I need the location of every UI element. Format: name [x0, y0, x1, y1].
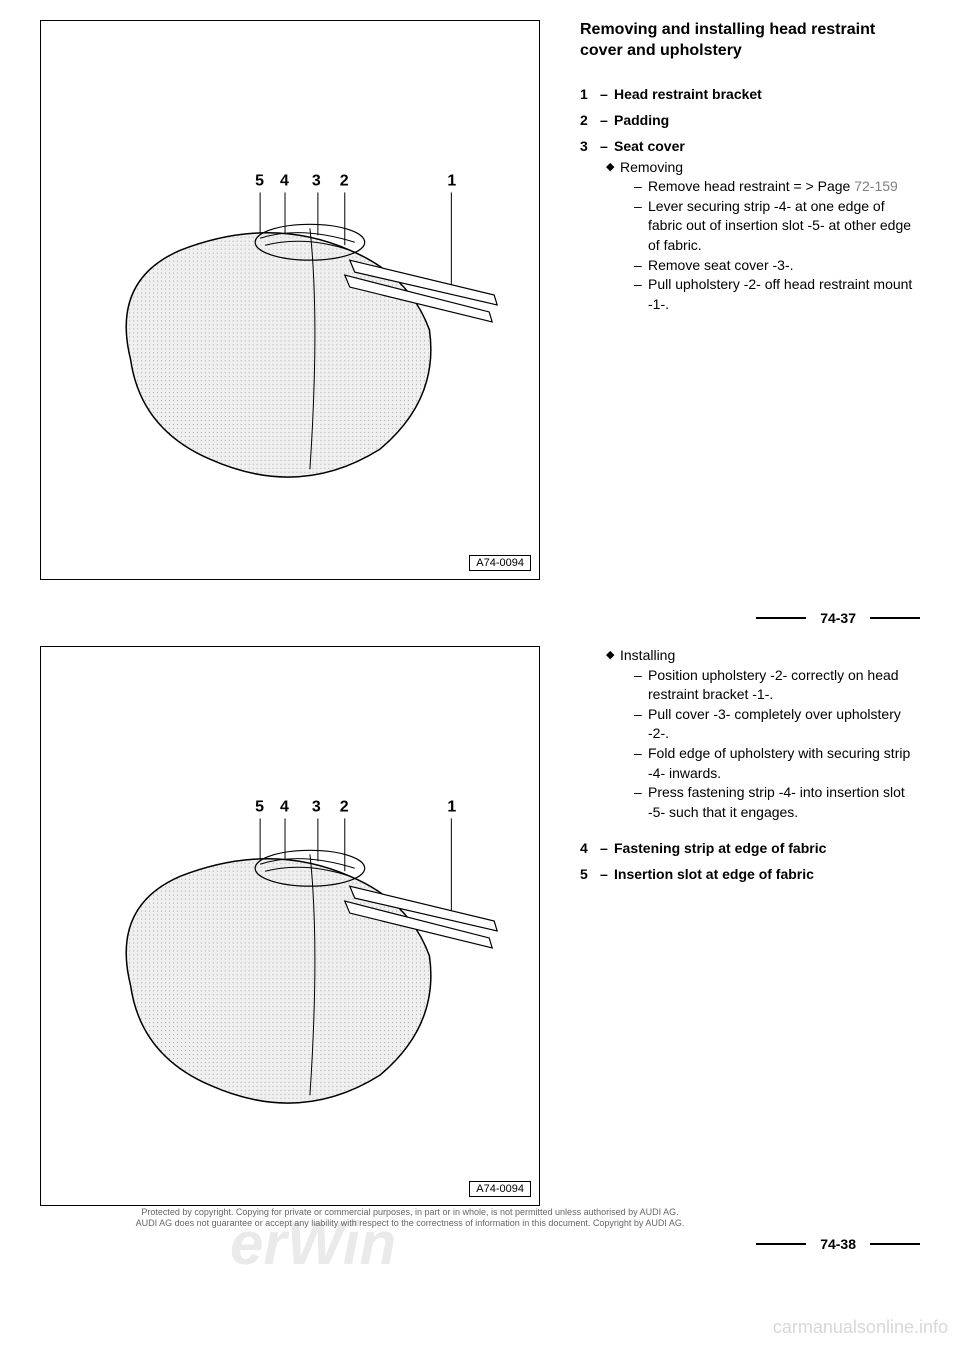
removing-bullet: ◆ Removing — [606, 158, 920, 178]
diamond-icon: ◆ — [606, 648, 620, 663]
svg-text:3: 3 — [312, 798, 321, 815]
svg-text:4: 4 — [280, 172, 289, 189]
installing-step-1: – Position upholstery -2- correctly on h… — [634, 666, 920, 705]
item-num: 3 — [580, 138, 600, 154]
item-num: 2 — [580, 112, 600, 128]
svg-text:1: 1 — [447, 172, 456, 189]
page-number: 74-37 — [806, 610, 870, 626]
svg-text:2: 2 — [340, 172, 349, 189]
item-5: 5 – Insertion slot at edge of fabric — [580, 866, 920, 882]
removing-step-1: – Remove head restraint = > Page 72-159 — [634, 177, 920, 197]
site-watermark: carmanualsonline.info — [773, 1317, 948, 1338]
figure-box-2: 5 4 3 2 1 A74-0094 — [40, 646, 540, 1206]
item-3: 3 – Seat cover — [580, 138, 920, 154]
page-ref-link[interactable]: 72-159 — [854, 178, 898, 194]
headrest-diagram-2: 5 4 3 2 1 — [41, 647, 539, 1205]
item-label: Head restraint bracket — [614, 86, 762, 102]
item-dash: – — [600, 138, 614, 154]
page-number-row-2: 74-38 — [40, 1236, 920, 1252]
section-title: Removing and installing head restraint c… — [580, 20, 920, 62]
page-section-2: 5 4 3 2 1 A74-0094 — [40, 646, 920, 1206]
installing-step-4: – Press fastening strip -4- into inserti… — [634, 783, 920, 822]
removing-label: Removing — [620, 158, 683, 178]
svg-text:1: 1 — [447, 798, 456, 815]
item-dash: – — [600, 86, 614, 102]
svg-text:5: 5 — [255, 798, 264, 815]
svg-text:2: 2 — [340, 798, 349, 815]
item-label: Padding — [614, 112, 669, 128]
page-bar — [870, 1243, 920, 1245]
svg-text:4: 4 — [280, 798, 289, 815]
item-label: Fastening strip at edge of fabric — [614, 840, 826, 856]
text-column-2: ◆ Installing – Position upholstery -2- c… — [540, 646, 920, 1206]
removing-step-4: – Pull upholstery -2- off head restraint… — [634, 275, 920, 314]
figure-id-label-1: A74-0094 — [469, 555, 531, 571]
page-number: 74-38 — [806, 1236, 870, 1252]
item-dash: – — [600, 840, 614, 856]
page-bar — [756, 1243, 806, 1245]
installing-step-2: – Pull cover -3- completely over upholst… — [634, 705, 920, 744]
diamond-icon: ◆ — [606, 160, 620, 175]
installing-bullet: ◆ Installing — [606, 646, 920, 666]
svg-text:5: 5 — [255, 172, 264, 189]
page-bar — [756, 617, 806, 619]
item-dash: – — [600, 866, 614, 882]
page-section-1: 5 4 3 2 1 — [40, 20, 920, 580]
item-label: Insertion slot at edge of fabric — [614, 866, 814, 882]
removing-step-3: – Remove seat cover -3-. — [634, 256, 920, 276]
figure-id-label-2: A74-0094 — [469, 1181, 531, 1197]
item-2: 2 – Padding — [580, 112, 920, 128]
item-1: 1 – Head restraint bracket — [580, 86, 920, 102]
item-num: 5 — [580, 866, 600, 882]
item-num: 4 — [580, 840, 600, 856]
removing-step-2: – Lever securing strip -4- at one edge o… — [634, 197, 920, 256]
item-num: 1 — [580, 86, 600, 102]
item-label: Seat cover — [614, 138, 685, 154]
installing-step-3: – Fold edge of upholstery with securing … — [634, 744, 920, 783]
figure-box-1: 5 4 3 2 1 — [40, 20, 540, 580]
page-number-row-1: 74-37 — [40, 610, 920, 626]
text-column-1: Removing and installing head restraint c… — [540, 20, 920, 580]
svg-text:3: 3 — [312, 172, 321, 189]
item-dash: – — [600, 112, 614, 128]
item-4: 4 – Fastening strip at edge of fabric — [580, 840, 920, 856]
copyright-notice: Protected by copyright. Copying for priv… — [130, 1207, 690, 1230]
headrest-diagram-1: 5 4 3 2 1 — [41, 21, 539, 579]
installing-label: Installing — [620, 646, 675, 666]
page-bar — [870, 617, 920, 619]
